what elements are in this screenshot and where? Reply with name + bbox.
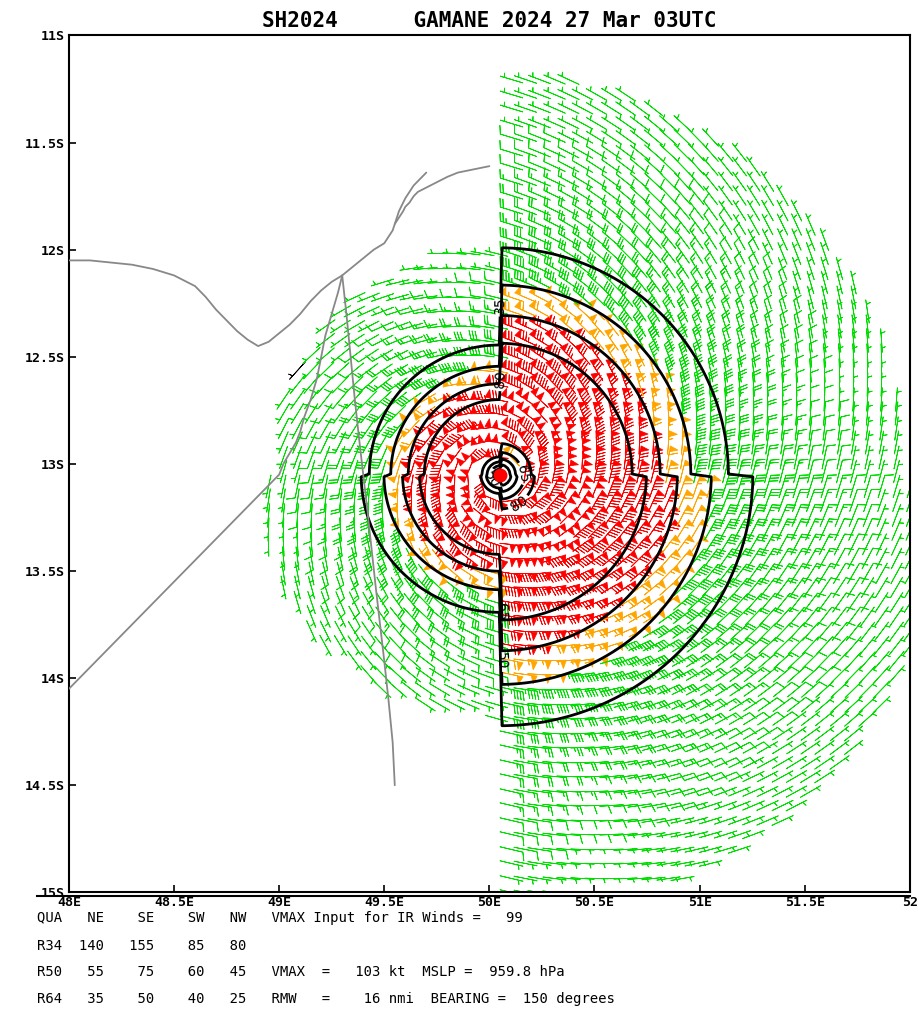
- Text: 35: 35: [494, 296, 507, 313]
- Text: QUA   NE    SE    SW   NW   VMAX Input for IR Winds =   99: QUA NE SE SW NW VMAX Input for IR Winds …: [37, 911, 523, 925]
- Text: R50   55    75    60   45   VMAX  =   103 kt  MSLP =  959.8 hPa: R50 55 75 60 45 VMAX = 103 kt MSLP = 959…: [37, 965, 564, 980]
- Text: 80: 80: [494, 370, 508, 388]
- Text: 65: 65: [494, 602, 508, 621]
- Text: 50: 50: [482, 468, 503, 491]
- Title: SH2024      GAMANE 2024 27 Mar 03UTC: SH2024 GAMANE 2024 27 Mar 03UTC: [262, 11, 717, 31]
- Text: R34  140   155    85   80: R34 140 155 85 80: [37, 939, 246, 952]
- Text: 50: 50: [494, 651, 508, 669]
- Text: R64   35    50    40   25   RMW   =    16 nmi  BEARING =  150 degrees: R64 35 50 40 25 RMW = 16 nmi BEARING = 1…: [37, 992, 615, 1006]
- Text: 65: 65: [514, 464, 531, 484]
- Text: 80: 80: [507, 493, 530, 514]
